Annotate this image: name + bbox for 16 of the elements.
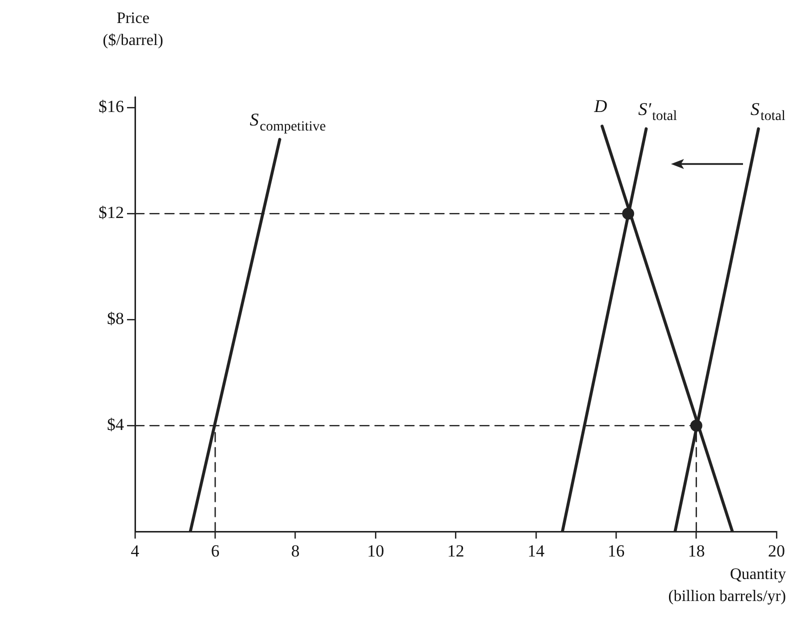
x-tick-label: 4: [130, 541, 140, 560]
x-tick-label: 8: [291, 541, 300, 560]
y-tick-label: $4: [107, 415, 124, 434]
x-tick-label: 6: [210, 541, 220, 560]
y-tick-label: $8: [107, 309, 124, 328]
x-axis-title: Quantity (billion barrels/yr): [668, 565, 786, 607]
x-tick-label: 16: [608, 541, 625, 560]
x-tick-label: 12: [447, 541, 464, 560]
y-axis-title: Price ($/barrel): [102, 9, 164, 51]
y-tick-label: $12: [98, 203, 124, 222]
y-tick-label: $16: [98, 97, 124, 116]
x-tick-label: 18: [688, 541, 705, 560]
series-label: D: [593, 96, 608, 116]
x-tick-label: 14: [527, 541, 545, 560]
x-tick-label: 20: [768, 541, 785, 560]
x-tick-label: 10: [367, 541, 384, 560]
